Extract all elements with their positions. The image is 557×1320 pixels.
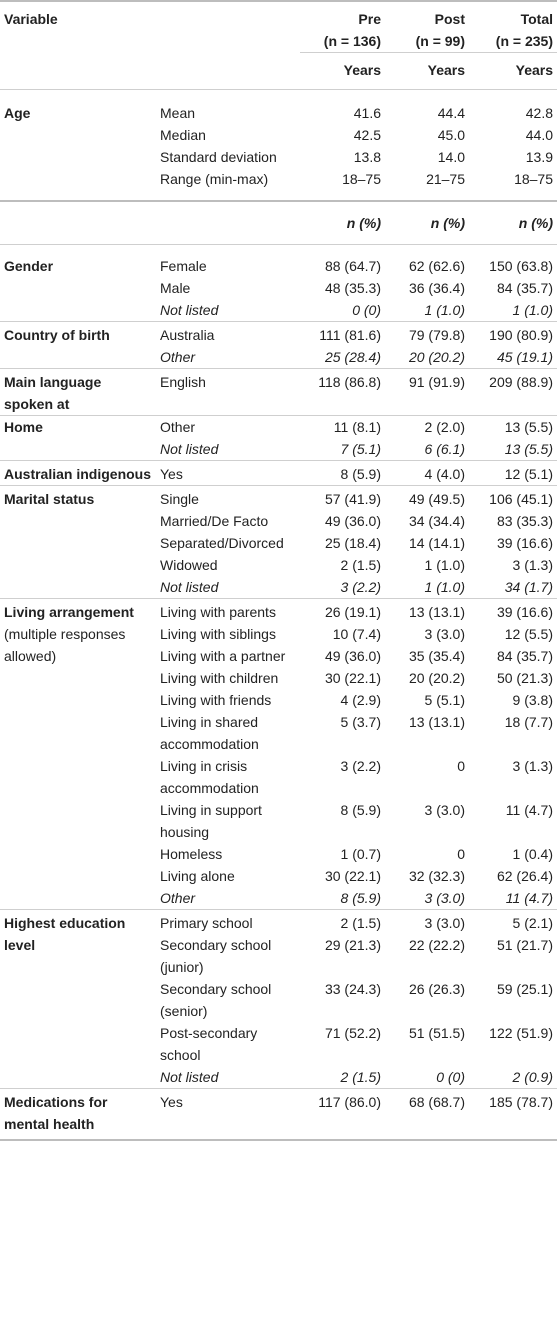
- table-row: Marital status Single 57 (41.9) 49 (49.5…: [0, 485, 557, 510]
- table-row: Widowed 2 (1.5) 1 (1.0) 3 (1.3): [160, 557, 553, 573]
- table-row: Median 42.5 45.0 44.0: [160, 127, 553, 143]
- table-row: Not listed 7 (5.1) 6 (6.1) 13 (5.5): [160, 441, 553, 457]
- header-post: Post (n = 99): [385, 0, 469, 53]
- table-row: Secondary school (junior) 29 (21.3) 22 (22…: [160, 937, 553, 975]
- header-post-n: (n = 99): [415, 33, 465, 49]
- table-row: Separated/Divorced 25 (18.4) 14 (14.1) 39 (…: [160, 535, 553, 551]
- demographics-table-container: Variable Pre (n = 136) Post (n = 99) Total…: [0, 0, 557, 1141]
- table-row: Homeless 1 (0.7) 0 1 (0.4): [160, 846, 553, 862]
- units-row-years: Years Years Years: [0, 52, 557, 90]
- table-row: Living with a partner 49 (36.0) 35 (35.4) 8…: [160, 648, 553, 664]
- table-row: Home Other 11 (8.1) 2 (2.0) 13 (5.5): [0, 415, 557, 438]
- table-row: Male 48 (35.3) 36 (36.4) 84 (35.7): [160, 280, 553, 296]
- table-row: Post-secondary school 71 (52.2) 51 (51.5) 1…: [160, 1025, 553, 1063]
- table-row: Standard deviation 13.8 14.0 13.9: [160, 149, 553, 165]
- table-row: Living with friends 4 (2.9) 5 (5.1) 9 (3.8): [160, 692, 553, 708]
- table-row: Range (min-max) 18–75 21–75 18–75: [160, 171, 553, 187]
- header-total-n: (n = 235): [495, 33, 553, 49]
- header-pre-title: Pre: [358, 11, 381, 27]
- table-row: Living in shared accommodation 5 (3.7) 13 …: [160, 714, 553, 752]
- unit-post: Years: [385, 52, 469, 90]
- unit-pre: Years: [300, 52, 385, 90]
- header-pre-n: (n = 136): [323, 33, 381, 49]
- table-row: Other 8 (5.9) 3 (3.0) 11 (4.7): [160, 890, 553, 906]
- table-row: Main language spoken at English 118 (86.…: [0, 368, 557, 416]
- header-pre: Pre (n = 136): [300, 0, 385, 53]
- header-post-title: Post: [434, 11, 465, 27]
- variable-label: Age: [0, 89, 156, 124]
- variable-note: (multiple responses allowed): [4, 626, 126, 664]
- table-row: Not listed 3 (2.2) 1 (1.0) 34 (1.7): [160, 579, 553, 595]
- table-row: Age Mean 41.6 44.4 42.8: [0, 89, 557, 124]
- table-row: Other 25 (28.4) 20 (20.2) 45 (19.1): [160, 349, 553, 365]
- table-row: Gender Female 88 (64.7) 62 (62.6) 150 (6…: [0, 244, 557, 277]
- table-row: Living with children 30 (22.1) 20 (20.2) 50…: [160, 670, 553, 686]
- table-row: Medications for mental health Yes 117 (8…: [0, 1088, 557, 1141]
- header-total: Total (n = 235): [469, 0, 557, 53]
- units-row-n: n (%) n (%) n (%): [0, 200, 557, 245]
- table-row: Living in support housing 8 (5.9) 3 (3.0) 1…: [160, 802, 553, 840]
- header-total-title: Total: [520, 11, 553, 27]
- table-row: Married/De Facto 49 (36.0) 34 (34.4) 83 (35…: [160, 513, 553, 529]
- header-row: Variable Pre (n = 136) Post (n = 99) Total…: [0, 0, 557, 53]
- table-row: Living in crisis accommodation 3 (2.2) 0 3 …: [160, 758, 553, 796]
- table-row: Secondary school (senior) 33 (24.3) 26 (26…: [160, 981, 553, 1019]
- table-row: Country of birth Australia 111 (81.6) 79…: [0, 321, 557, 346]
- table-row: Not listed 2 (1.5) 0 (0) 2 (0.9): [160, 1069, 553, 1085]
- variable-label: Living arrangement: [4, 604, 134, 620]
- header-variable: Variable: [0, 0, 156, 53]
- table-row: Australian indigenous Yes 8 (5.9) 4 (4.0…: [0, 460, 557, 486]
- table-row: Living alone 30 (22.1) 32 (32.3) 62 (26.4): [160, 868, 553, 884]
- table-row: Not listed 0 (0) 1 (1.0) 1 (1.0): [160, 302, 553, 318]
- demographics-table: Variable Pre (n = 136) Post (n = 99) Total…: [0, 0, 557, 1141]
- table-row: Living with siblings 10 (7.4) 3 (3.0) 12 (5…: [160, 626, 553, 642]
- table-row: Living arrangement (multiple responses al…: [0, 598, 557, 667]
- unit-total: Years: [469, 52, 557, 90]
- table-row: Highest education level Primary school 2…: [0, 909, 557, 978]
